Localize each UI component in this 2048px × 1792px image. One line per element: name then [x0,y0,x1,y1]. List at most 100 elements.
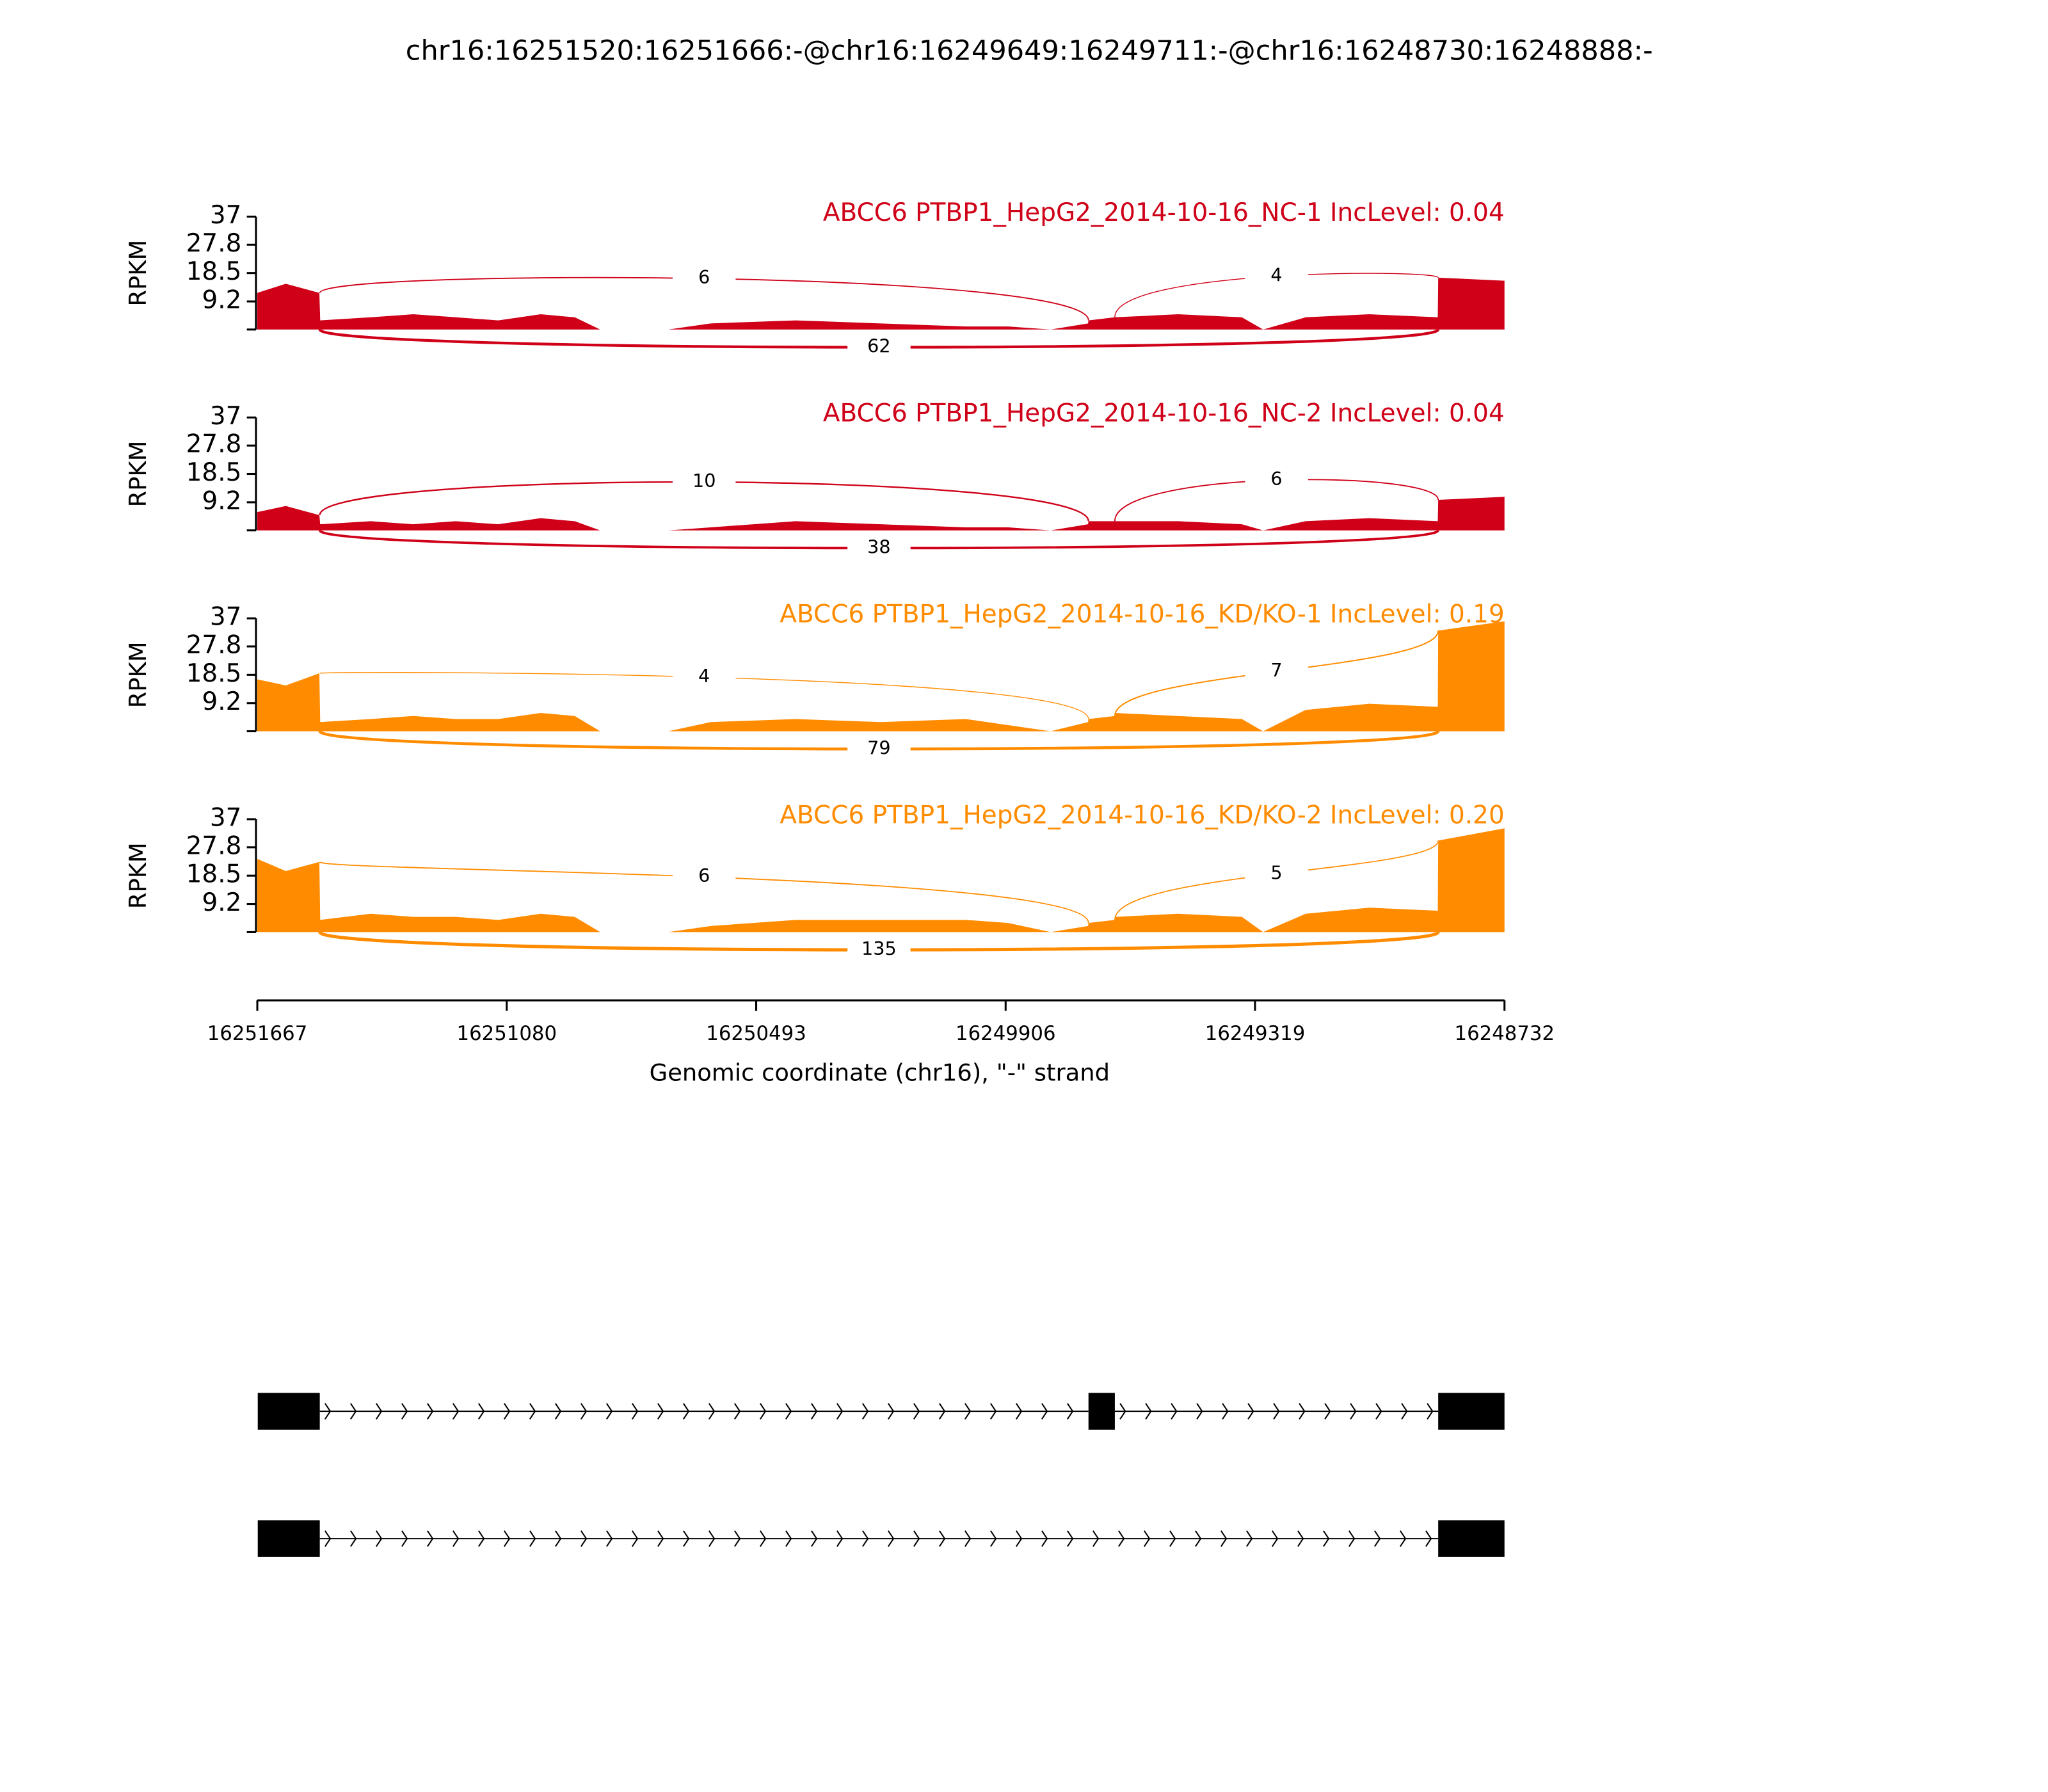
y-tick-label: 18.5 [186,458,242,487]
strand-chevron [555,1403,562,1420]
strand-chevron [836,1403,844,1420]
coverage-area [257,497,1505,531]
x-tick-label: 16250493 [706,1022,806,1045]
y-tick-label: 27.8 [186,229,242,258]
strand-chevron [734,1530,741,1547]
strand-chevron [1272,1530,1279,1547]
coverage-area [257,828,1505,932]
junction-count: 6 [1270,468,1282,490]
x-axis-label: Genomic coordinate (chr16), "-" strand [650,1059,1110,1086]
strand-chevron [836,1530,844,1547]
strand-chevron [606,1530,613,1547]
strand-chevron [1016,1403,1023,1420]
junction-count: 135 [861,938,897,959]
strand-chevron [1323,1530,1330,1547]
y-tick-label: 37 [210,804,242,833]
strand-chevron [1401,1403,1408,1420]
strand-chevron [888,1403,895,1420]
strand-chevron [708,1403,716,1420]
strand-chevron [1067,1403,1074,1420]
x-tick-label: 16249906 [956,1022,1056,1045]
strand-chevron [708,1530,716,1547]
strand-chevron [504,1530,511,1547]
strand-chevron [427,1403,434,1420]
strand-chevron [1299,1403,1306,1420]
strand-chevron [478,1530,485,1547]
junction-count: 10 [692,470,716,492]
strand-chevron [862,1403,869,1420]
strand-chevron [324,1403,332,1420]
strand-chevron [1374,1530,1381,1547]
y-tick-label: 9.2 [202,888,241,917]
strand-chevron [632,1530,639,1547]
strand-chevron [1375,1403,1382,1420]
exon [1088,1393,1115,1430]
strand-chevron [657,1403,664,1420]
strand-chevron [939,1530,946,1547]
strand-chevron [657,1530,664,1547]
strand-chevron [888,1530,895,1547]
strand-chevron [452,1403,460,1420]
y-axis-label: RPKM [124,842,152,909]
track-title: ABCC6 PTBP1_HepG2_2014-10-16_NC-2 IncLev… [823,399,1505,428]
y-tick-label: 27.8 [186,631,242,660]
strand-chevron [350,1403,357,1420]
strand-chevron [1400,1530,1407,1547]
track-title: ABCC6 PTBP1_HepG2_2014-10-16_KD/KO-2 Inc… [780,801,1504,829]
track-title: ABCC6 PTBP1_HepG2_2014-10-16_NC-1 IncLev… [823,198,1505,227]
strand-chevron [1118,1530,1125,1547]
junction-label-bg [847,337,911,358]
strand-chevron [1246,1530,1253,1547]
strand-chevron [1427,1403,1434,1420]
junction-count: 5 [1270,861,1282,883]
y-tick-label: 27.8 [186,831,242,860]
strand-chevron [1350,1403,1357,1420]
exon [1438,1393,1505,1430]
junction-label-bg [847,939,911,961]
junction-count: 4 [1270,264,1282,286]
junction-label-bg [1245,660,1308,682]
strand-chevron [785,1403,792,1420]
strand-chevron [580,1530,588,1547]
strand-chevron [760,1530,767,1547]
y-tick-label: 9.2 [202,687,241,716]
strand-chevron [504,1403,511,1420]
y-axis-label: RPKM [124,240,152,307]
junction-label-bg [672,268,736,289]
strand-chevron [1144,1530,1151,1547]
junction-count: 79 [867,737,891,758]
junction-count: 6 [698,266,710,288]
strand-chevron [734,1403,741,1420]
y-tick-label: 37 [210,402,242,431]
x-tick-label: 16249319 [1205,1022,1306,1045]
chart-title: chr16:16251520:16251666:-@chr16:16249649… [406,35,1653,67]
junction-label-bg [672,866,736,888]
y-axis-label: RPKM [124,441,152,508]
junction-count: 4 [698,665,710,687]
strand-chevron [760,1403,767,1420]
strand-chevron [862,1530,869,1547]
strand-chevron [1220,1530,1228,1547]
x-tick-label: 16251667 [207,1022,308,1045]
strand-chevron [990,1530,997,1547]
strand-chevron [939,1403,946,1420]
strand-chevron [376,1403,383,1420]
strand-chevron [1425,1530,1432,1547]
strand-chevron [1145,1403,1152,1420]
y-tick-label: 27.8 [186,430,242,459]
exon [257,1393,320,1430]
strand-chevron [1348,1530,1356,1547]
junction-label-bg [1245,863,1308,884]
strand-chevron [376,1530,383,1547]
junction-label-bg [1245,469,1308,491]
strand-chevron [606,1403,613,1420]
y-tick-label: 37 [210,201,242,230]
y-axis-label: RPKM [124,641,152,708]
coverage-area [257,277,1505,330]
strand-chevron [452,1530,460,1547]
strand-chevron [401,1403,408,1420]
strand-chevron [964,1403,972,1420]
y-tick-label: 37 [210,603,242,632]
strand-chevron [811,1403,818,1420]
